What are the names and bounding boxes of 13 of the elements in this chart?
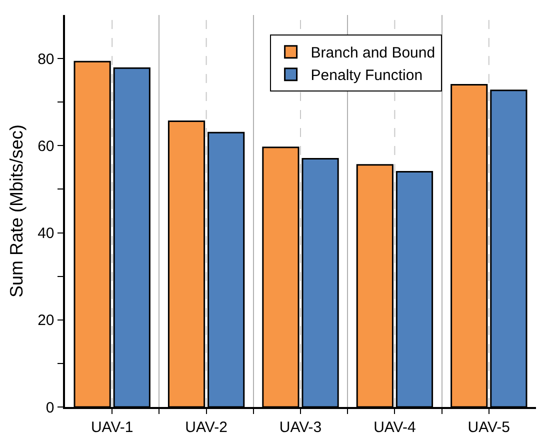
x-tick-label: UAV-1 <box>90 418 134 436</box>
x-tick-label: UAV-5 <box>468 418 510 436</box>
y-tick-label: 20 <box>38 312 54 330</box>
x-tick-label: UAV-4 <box>374 418 416 436</box>
y-tick-label: 60 <box>38 138 54 155</box>
x-tick-label: UAV-3 <box>279 418 322 436</box>
legend-label: Penalty Function <box>310 67 423 84</box>
y-tick-label: 80 <box>38 50 54 68</box>
legend-label: Branch and Bound <box>310 44 436 62</box>
y-tick-label: 40 <box>38 225 54 242</box>
y-tick-label: 0 <box>46 399 54 416</box>
y-axis-title: Sum Rate (Mbits/sec) <box>6 124 26 298</box>
x-tick-label: UAV-2 <box>185 418 228 436</box>
